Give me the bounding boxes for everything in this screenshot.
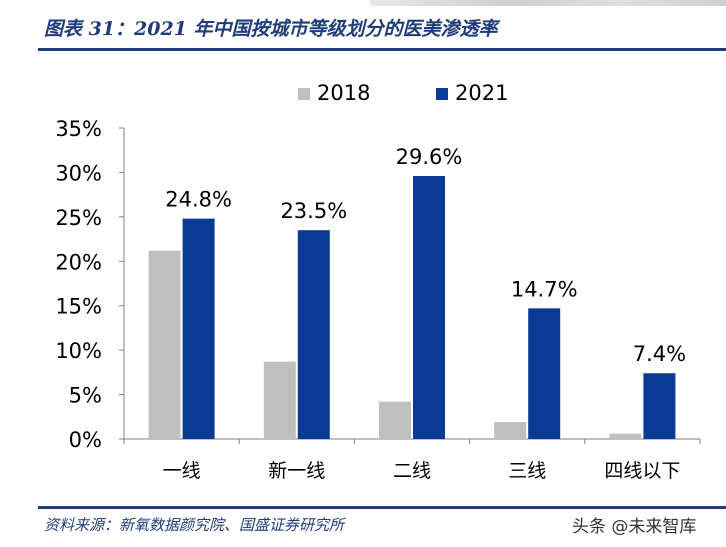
- bar-2018-1: [148, 250, 181, 439]
- legend-label: 2018: [317, 81, 370, 105]
- bar-2021-3: [413, 175, 445, 440]
- legend-swatch-2018: [298, 88, 310, 100]
- category-label: 新一线: [268, 460, 325, 482]
- data-label: 23.5%: [280, 199, 347, 223]
- y-tick-label: 30%: [55, 161, 102, 185]
- category-label: 二线: [393, 460, 431, 482]
- y-tick-label: 35%: [55, 117, 102, 141]
- category-label: 一线: [163, 460, 201, 482]
- y-tick-label: 5%: [69, 384, 102, 408]
- source-note: 资料来源：新氧数据颜究院、国盛证券研究所: [44, 516, 345, 534]
- bar-2018-5: [609, 433, 642, 439]
- bar-2018-2: [263, 361, 296, 439]
- y-tick-label: 20%: [55, 250, 102, 274]
- bar-2021-2: [297, 230, 330, 439]
- bar-2018-4: [494, 422, 527, 439]
- bar-2021-1: [182, 218, 215, 439]
- data-label: 7.4%: [633, 342, 686, 366]
- bar-2018-3: [379, 401, 411, 439]
- title-rule: [38, 48, 726, 51]
- bar-2021-5: [643, 373, 676, 439]
- top-decorative-strip: [370, 0, 726, 6]
- data-label: 14.7%: [511, 277, 578, 301]
- bar-2021-4: [528, 308, 561, 439]
- y-tick-label: 0%: [69, 428, 102, 452]
- data-label: 29.6%: [396, 145, 463, 169]
- y-tick-label: 25%: [55, 206, 102, 230]
- source-rule: [38, 506, 726, 509]
- legend-label: 2021: [455, 81, 508, 105]
- y-tick-label: 15%: [55, 295, 102, 319]
- category-label: 三线: [508, 460, 546, 482]
- figure-title: 图表 31：2021 年中国按城市等级划分的医美渗透率: [44, 18, 498, 40]
- y-tick-label: 10%: [55, 339, 102, 363]
- category-label: 四线以下: [604, 460, 680, 482]
- watermark: 头条 @未来智库: [572, 517, 697, 537]
- data-label: 24.8%: [165, 188, 232, 212]
- legend-swatch-2021: [436, 88, 448, 100]
